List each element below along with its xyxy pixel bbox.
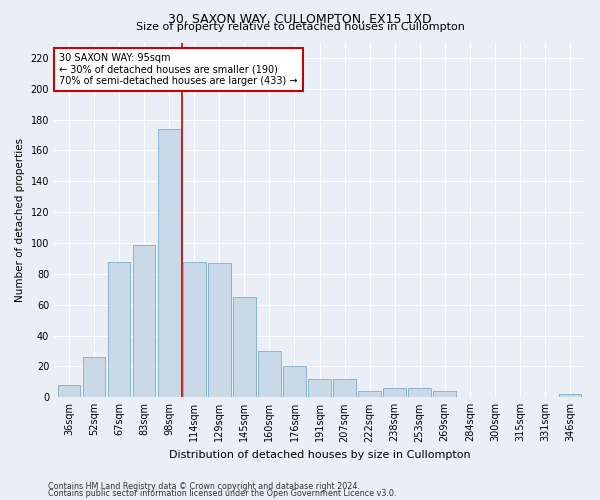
Bar (383, 388, 406, 398)
Bar (133, 244, 155, 398)
Text: 30, SAXON WAY, CULLOMPTON, EX15 1XD: 30, SAXON WAY, CULLOMPTON, EX15 1XD (168, 12, 432, 26)
Bar (83, 357, 106, 398)
Bar (158, 129, 181, 398)
Bar (409, 388, 431, 398)
Text: 30 SAXON WAY: 95sqm
← 30% of detached houses are smaller (190)
70% of semi-detac: 30 SAXON WAY: 95sqm ← 30% of detached ho… (59, 53, 298, 86)
Bar (358, 391, 381, 398)
Bar (559, 394, 581, 398)
Text: Size of property relative to detached houses in Cullompton: Size of property relative to detached ho… (136, 22, 464, 32)
Bar (258, 351, 281, 398)
Bar (208, 263, 230, 398)
Bar (433, 391, 456, 398)
Text: Contains HM Land Registry data © Crown copyright and database right 2024.: Contains HM Land Registry data © Crown c… (48, 482, 360, 491)
Bar (108, 262, 130, 398)
Bar (308, 379, 331, 398)
Bar (58, 385, 80, 398)
Y-axis label: Number of detached properties: Number of detached properties (15, 138, 25, 302)
Bar (233, 297, 256, 398)
Bar (183, 262, 206, 398)
X-axis label: Distribution of detached houses by size in Cullompton: Distribution of detached houses by size … (169, 450, 470, 460)
Bar (333, 379, 356, 398)
Bar (283, 366, 306, 398)
Text: Contains public sector information licensed under the Open Government Licence v3: Contains public sector information licen… (48, 489, 397, 498)
